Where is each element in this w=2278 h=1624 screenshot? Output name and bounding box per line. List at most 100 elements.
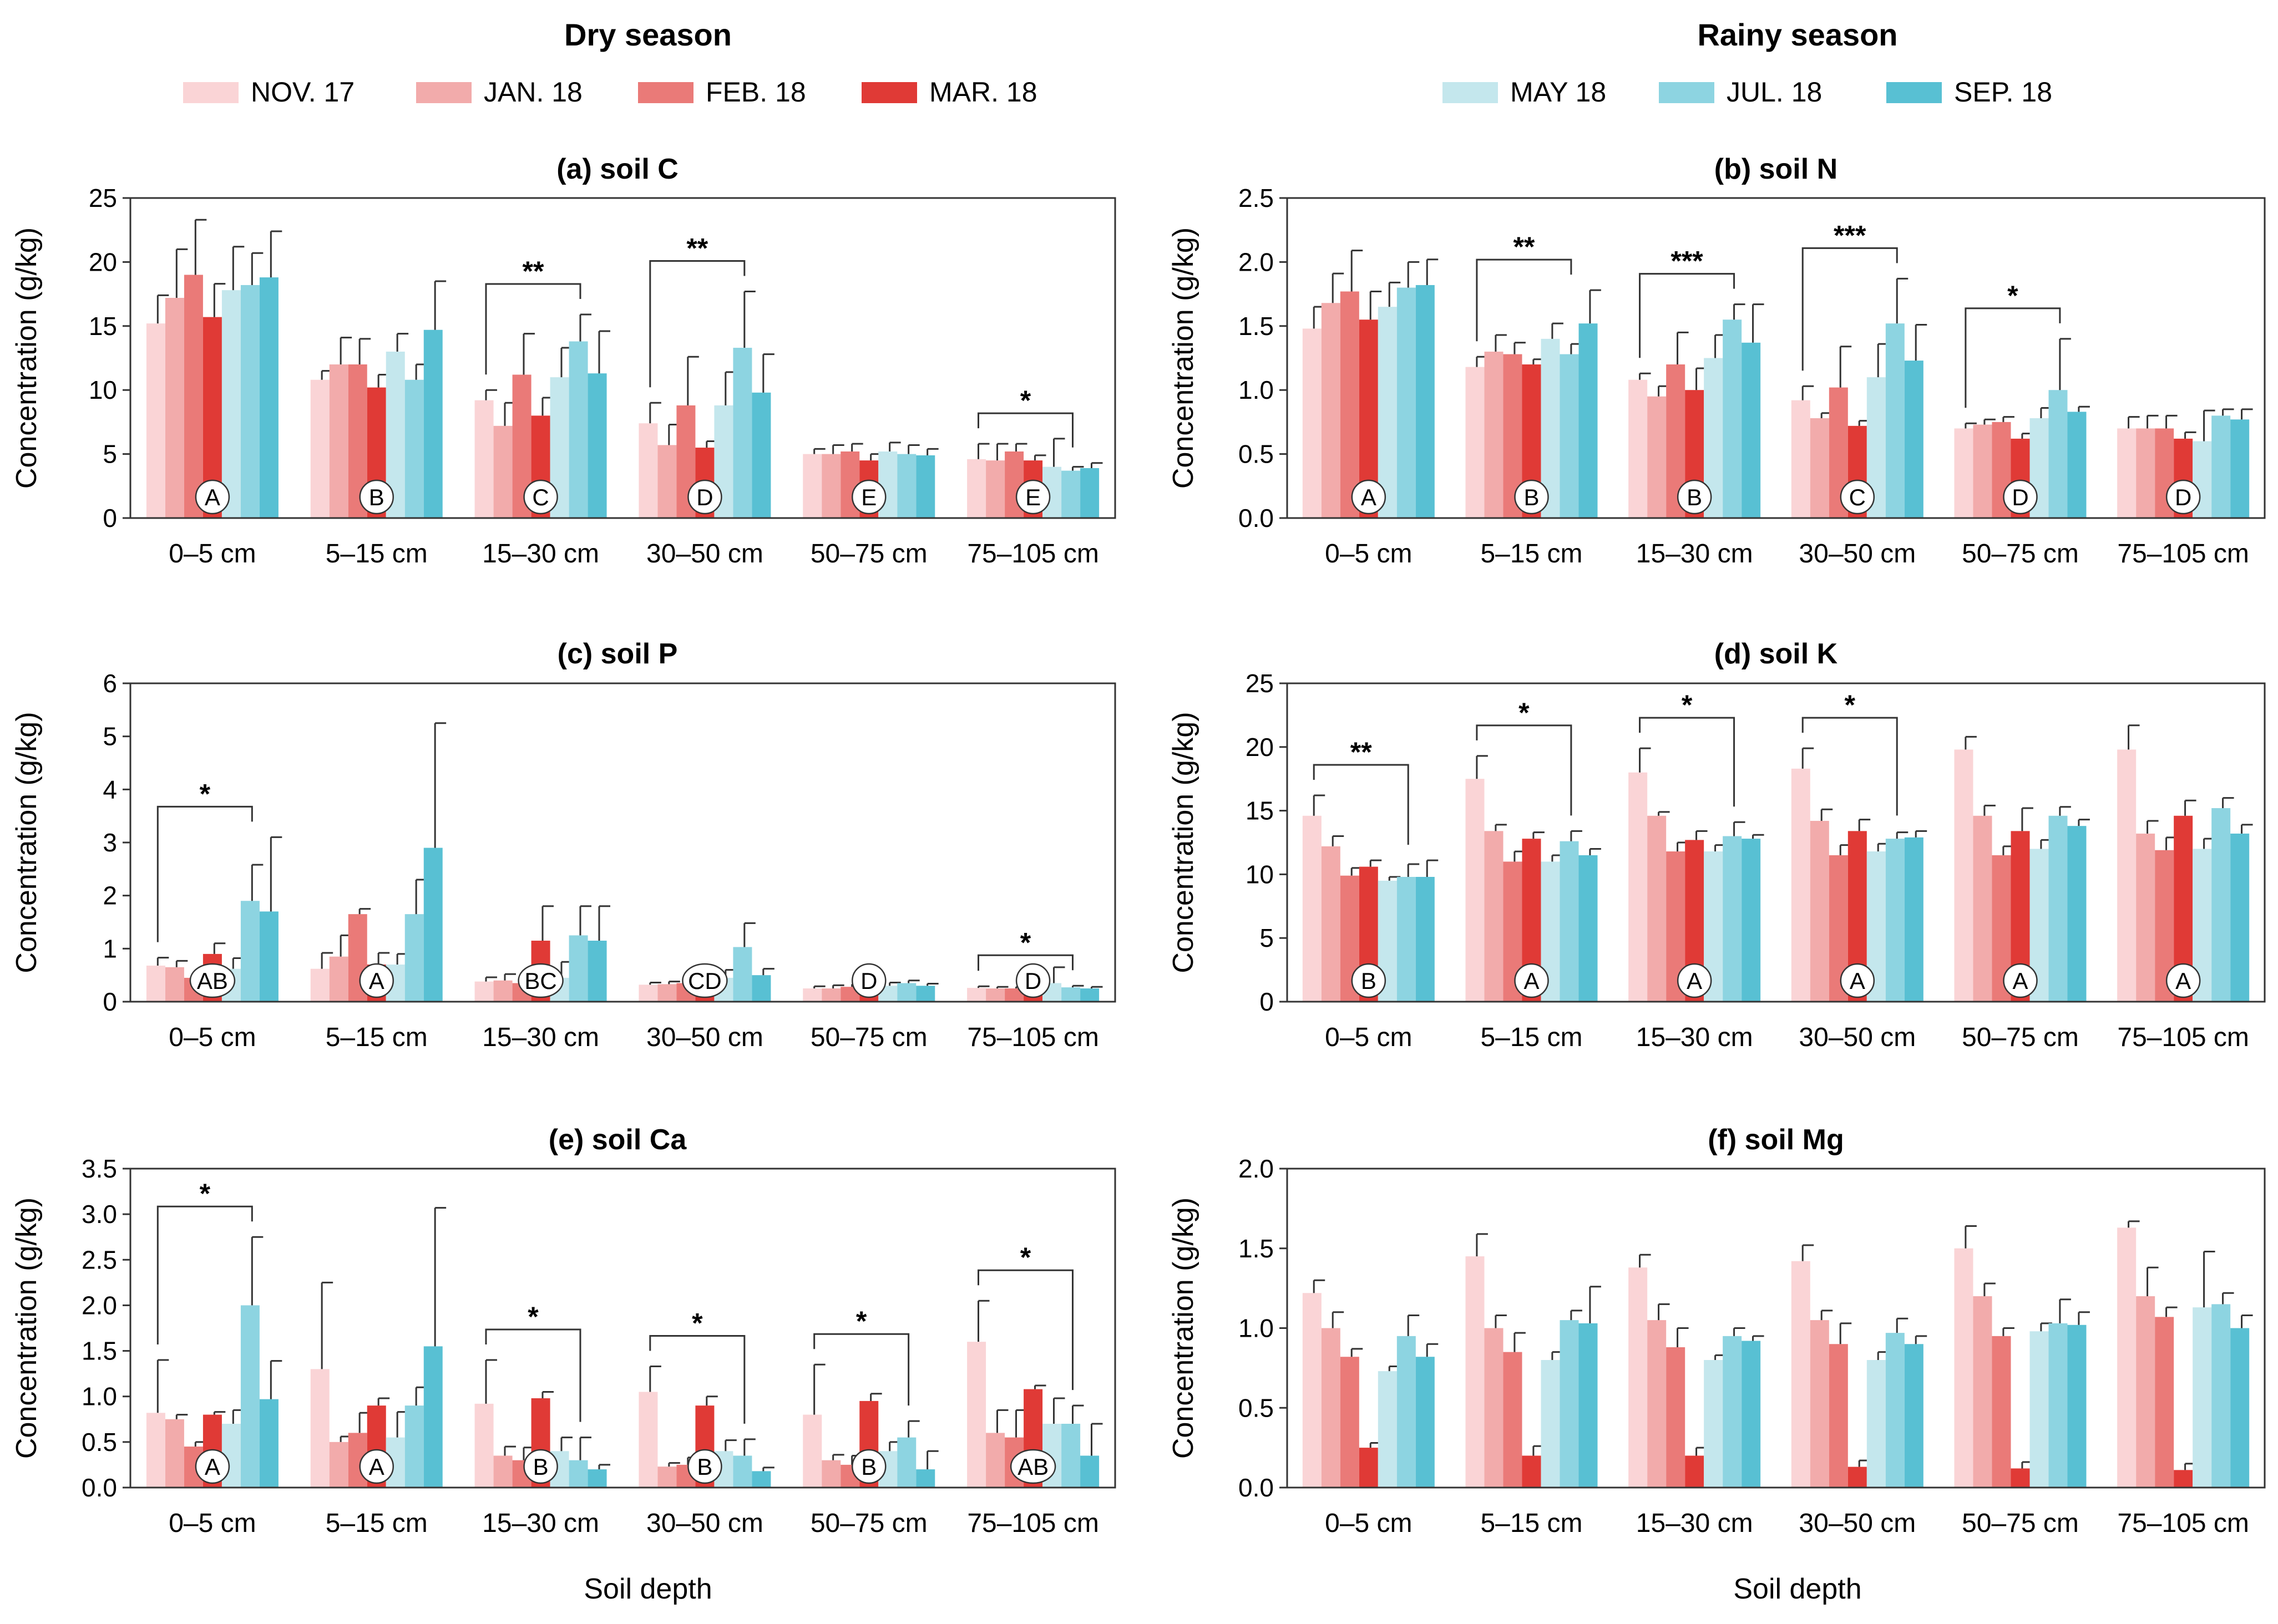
bar: [2174, 1470, 2193, 1488]
group-letter-circle: [1840, 963, 1875, 998]
bar: [1723, 836, 1742, 1002]
bar: [569, 935, 588, 1002]
bar: [1628, 772, 1648, 1002]
bar: [569, 341, 588, 518]
y-tick-label: 2.0: [1238, 247, 1274, 276]
group-letter: A: [205, 484, 220, 510]
x-tick-label: 5–15 cm: [326, 539, 428, 569]
group-letter: E: [1025, 484, 1041, 510]
y-tick-label: 20: [89, 247, 117, 276]
group-letter-circle: [687, 1449, 722, 1484]
bar: [2048, 390, 2068, 518]
significance-bracket: [649, 1335, 746, 1424]
group-letter-circle: [1840, 479, 1875, 515]
significance-label: **: [1350, 737, 1372, 768]
y-tick-label: 2.5: [82, 1245, 117, 1274]
group-letter-circle: [359, 963, 394, 998]
group-letter: D: [2012, 484, 2028, 510]
bar: [1647, 1320, 1667, 1488]
bar: [1647, 396, 1667, 518]
x-tick-label: 75–105 cm: [967, 539, 1099, 569]
x-tick-label: 0–5 cm: [169, 1023, 256, 1052]
x-tick-label: 15–30 cm: [482, 1023, 599, 1052]
bar: [1378, 307, 1397, 518]
y-tick-label: 0.0: [1238, 1473, 1274, 1502]
bar: [639, 1392, 658, 1488]
significance-label: *: [1518, 697, 1530, 728]
bar: [986, 460, 1005, 518]
bar: [1647, 815, 1667, 1002]
group-letter: C: [1849, 484, 1866, 510]
x-tick-label: 50–75 cm: [811, 539, 928, 569]
bar: [897, 1437, 917, 1488]
group-letter: CD: [688, 968, 722, 994]
bar: [1791, 768, 1810, 1002]
bar: [2155, 1317, 2174, 1488]
x-tick-label: 75–105 cm: [967, 1509, 1099, 1538]
plot-frame: [129, 682, 1116, 1003]
x-tick-label: 0–5 cm: [1325, 539, 1412, 569]
group-letter-circle: [852, 963, 887, 998]
bar: [657, 984, 677, 1002]
bar: [897, 454, 917, 518]
bar: [1378, 1371, 1397, 1488]
x-tick-label: 30–50 cm: [646, 1023, 763, 1052]
dry-legend-label-0: NOV. 17: [251, 77, 355, 108]
group-letter: E: [861, 484, 877, 510]
y-tick-label: 6: [103, 669, 117, 698]
group-letter: B: [1523, 484, 1539, 510]
x-tick-label: 0–5 cm: [1325, 1509, 1412, 1538]
y-tick-label: 25: [89, 184, 117, 212]
bar: [2117, 749, 2137, 1002]
plot-frame: [129, 1168, 1116, 1489]
bar: [1810, 1320, 1829, 1488]
bar: [1973, 815, 1992, 1002]
bar: [1302, 328, 1322, 518]
bar: [1791, 1261, 1810, 1488]
bar: [733, 1455, 752, 1488]
group-letter-circle: [1677, 479, 1712, 515]
bar: [2029, 1331, 2049, 1488]
bar: [2211, 808, 2231, 1002]
bar: [493, 980, 513, 1002]
group-letter-circle: [1015, 479, 1051, 515]
bar: [967, 459, 986, 518]
legend-rainy-season: Rainy season MAY 18 JUL. 18 SEP. 18: [1442, 17, 2052, 108]
rainy-legend-label-1: JUL. 18: [1727, 77, 1822, 108]
group-letter: C: [532, 484, 549, 510]
significance-label: **: [1513, 231, 1535, 262]
bar: [822, 1460, 841, 1488]
x-tick-label: 5–15 cm: [1480, 1023, 1582, 1052]
dry-legend-swatch-3: [862, 82, 917, 103]
bar: [2067, 412, 2087, 518]
group-letter-circle: [189, 963, 236, 998]
bar: [146, 323, 165, 518]
y-tick-label: 3: [103, 828, 117, 857]
group-letter-circle: [1514, 479, 1549, 515]
panel-title: (f) soil Mg: [1708, 1124, 1844, 1156]
significance-bracket: [485, 283, 581, 375]
significance-bracket: [1801, 247, 1898, 371]
bar: [1396, 876, 1416, 1002]
bar: [146, 1413, 165, 1488]
bar: [1685, 1455, 1704, 1488]
group-letter-circle: [1010, 1449, 1056, 1484]
rainy-legend-label-2: SEP. 18: [1954, 77, 2052, 108]
bar: [967, 988, 986, 1002]
significance-label: *: [1020, 1242, 1031, 1273]
y-tick-label: 20: [1246, 733, 1274, 762]
bar: [1484, 1328, 1504, 1488]
y-tick-label: 1.5: [1238, 1234, 1274, 1263]
bar: [184, 275, 203, 518]
x-tick-label: 5–15 cm: [1480, 1509, 1582, 1538]
group-letter-circle: [1015, 963, 1051, 998]
bar: [1503, 1352, 1522, 1488]
bar: [1560, 354, 1579, 518]
y-tick-label: 0: [103, 504, 117, 532]
x-tick-label: 15–30 cm: [482, 1509, 599, 1538]
y-tick-label: 25: [1246, 669, 1274, 698]
bar: [1080, 1455, 1100, 1488]
bar: [165, 298, 184, 518]
significance-label: *: [692, 1308, 703, 1339]
bar: [916, 455, 935, 518]
